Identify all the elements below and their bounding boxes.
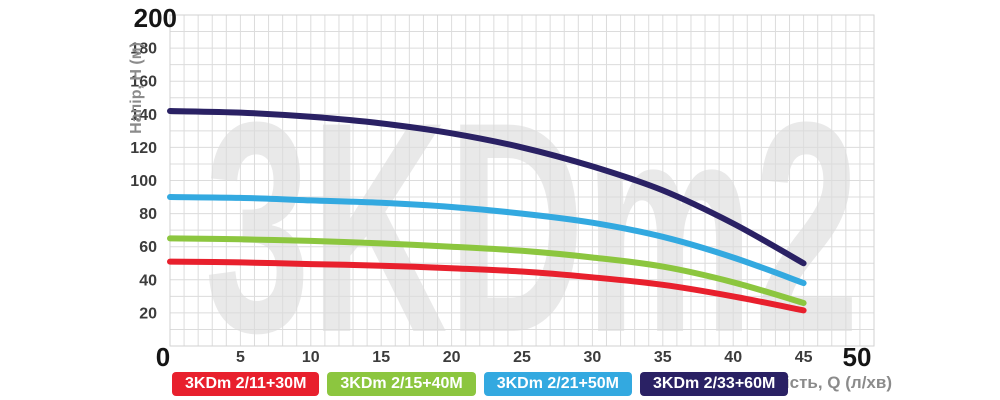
legend-badge-3kdm-2-21-50m: 3KDm 2/21+50M	[483, 372, 632, 396]
x-tick-label: 20	[443, 349, 461, 366]
x-tick-label: 0	[156, 342, 170, 372]
x-tick-label: 40	[724, 349, 742, 366]
legend: 3KDm 2/11+30M 3KDm 2/15+40M 3KDm 2/21+50…	[172, 372, 789, 396]
x-tick-label: 30	[584, 349, 602, 366]
curve-3kdm-2-11-30m	[167, 258, 807, 314]
y-tick-label: 100	[130, 173, 157, 190]
curve-3kdm-2-33-60m	[167, 108, 807, 267]
x-tick-label: 10	[302, 349, 320, 366]
curve-3kdm-2-15-40m	[167, 235, 807, 306]
legend-badge-3kdm-2-33-60m: 3KDm 2/33+60M	[640, 372, 789, 396]
y-tick-label: 60	[139, 239, 157, 256]
y-tick-label: 120	[130, 140, 157, 157]
legend-badge-3kdm-2-11-30m: 3KDm 2/11+30M	[172, 372, 320, 396]
x-tick-label: 5	[236, 349, 245, 366]
y-axis-title: Напір, H (м)	[128, 42, 145, 134]
y-tick-label: 140	[130, 107, 157, 124]
x-tick-label: 15	[372, 349, 390, 366]
x-tick-label: 25	[513, 349, 531, 366]
x-tick-label: 45	[795, 349, 813, 366]
y-tick-label: 160	[130, 74, 157, 91]
x-tick-label: 35	[654, 349, 672, 366]
y-tick-label: 180	[130, 41, 157, 58]
curve-3kdm-2-21-50m	[167, 194, 807, 287]
y-tick-label: 80	[139, 206, 157, 223]
y-tick-label: 200	[134, 3, 177, 33]
y-tick-label: 20	[139, 305, 157, 322]
legend-badge-3kdm-2-15-40m: 3KDm 2/15+40M	[327, 372, 476, 396]
y-tick-label: 40	[139, 272, 157, 289]
x-tick-label: 50	[843, 342, 872, 372]
plot-border	[169, 14, 875, 347]
